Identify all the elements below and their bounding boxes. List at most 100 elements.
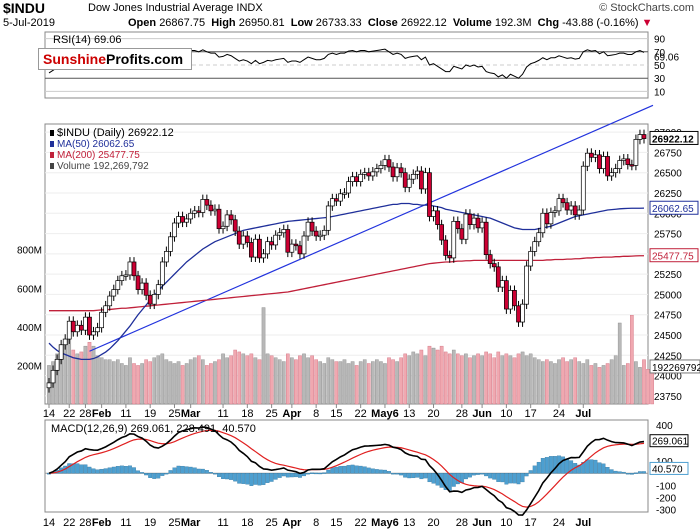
macd-histogram-bar	[107, 467, 112, 474]
volume-bar	[213, 361, 217, 405]
volume-bar	[217, 359, 221, 405]
candle-body	[374, 168, 380, 173]
macd-histogram-bar	[512, 473, 517, 484]
macd-histogram-bar	[160, 473, 165, 476]
price-tag-box	[649, 200, 699, 215]
macd-histogram-bar	[237, 473, 242, 484]
candle-body	[439, 224, 444, 241]
macd-histogram-bar	[200, 468, 205, 474]
volume-bar	[415, 353, 420, 405]
macd-histogram-bar	[152, 473, 157, 479]
x-tick-label-bottom: Jun	[472, 517, 492, 529]
macd-histogram-bar	[423, 473, 428, 479]
candle-body	[584, 152, 590, 167]
volume-bar	[634, 361, 638, 405]
macd-histogram-bar	[642, 471, 646, 474]
candle-body	[536, 232, 542, 243]
volume-bar	[180, 365, 185, 405]
candle-body	[127, 261, 133, 276]
candle-body	[293, 243, 299, 247]
candle-body	[236, 230, 242, 245]
macd-histogram-bar	[415, 473, 420, 478]
volume-bar	[233, 349, 237, 405]
macd-histogram-bar	[233, 473, 238, 482]
macd-histogram-bar	[180, 465, 185, 474]
macd-histogram-bar	[358, 465, 363, 474]
x-tick-label: 11	[120, 408, 131, 420]
macd-histogram-bar	[378, 469, 383, 474]
candle-body	[119, 275, 125, 281]
macd-histogram-bar	[488, 473, 493, 479]
price-tick-label: 26500	[654, 169, 682, 180]
candle-body	[342, 192, 347, 195]
macd-histogram-bar	[391, 473, 395, 475]
volume-tag: 192269792	[652, 363, 700, 374]
candle-body	[253, 238, 258, 258]
volume-bar	[646, 369, 650, 405]
x-tick-label: 25	[265, 408, 277, 420]
macd-histogram-bar	[164, 473, 169, 475]
candle-body	[410, 173, 416, 180]
macd-tick-label: -300	[656, 506, 676, 517]
macd-histogram-bar	[253, 473, 258, 485]
candle-body	[390, 166, 396, 178]
volume-bar	[156, 355, 161, 405]
source-credit[interactable]: © StockCharts.com	[599, 2, 694, 14]
trend-line	[89, 104, 654, 352]
price-tick-label: 26250	[654, 189, 682, 200]
x-tick-label: May6	[371, 408, 399, 420]
macd-histogram-bar	[293, 473, 298, 478]
macd-histogram-bar	[310, 472, 315, 474]
volume-bar	[229, 355, 233, 405]
candle-body	[244, 235, 250, 243]
macd-histogram-bar	[605, 467, 610, 474]
macd-histogram-bar	[168, 470, 173, 474]
x-tick-label-bottom: 22	[355, 517, 367, 529]
macd-histogram-bar	[463, 473, 468, 480]
volume-bar	[621, 365, 626, 405]
macd-histogram-bar	[99, 468, 104, 474]
candle-body	[406, 178, 412, 188]
volume-bar	[225, 357, 229, 405]
macd-histogram-bar	[374, 469, 379, 474]
macd-histogram-bar	[67, 463, 72, 474]
macd-histogram-bar	[123, 466, 128, 474]
macd-histogram-bar	[362, 466, 367, 474]
volume-bar	[569, 359, 573, 405]
candle-body	[431, 210, 436, 217]
candle-body	[216, 208, 222, 230]
candle-body	[580, 165, 586, 211]
x-tick-label-bottom: Apr	[282, 517, 302, 529]
x-tick-label: 10	[500, 408, 512, 420]
volume-bar	[435, 349, 440, 405]
candle-body	[232, 219, 238, 232]
open-label: Open	[128, 17, 157, 29]
volume-bar	[557, 359, 561, 405]
candle-body	[564, 202, 570, 211]
volume-bar	[630, 315, 634, 405]
volume-bar	[172, 363, 177, 405]
candle-body	[548, 212, 554, 225]
candle-body	[301, 235, 307, 255]
candle-body	[188, 212, 194, 220]
volume-bar	[326, 357, 331, 405]
volume-bar	[601, 365, 606, 405]
macd-histogram-bar	[281, 473, 286, 477]
x-tick-label-bottom: 8	[313, 517, 319, 529]
volume-bar	[168, 361, 173, 405]
volume-bar	[617, 322, 622, 405]
x-tick-label: 24	[553, 408, 565, 420]
candle-body	[313, 230, 319, 237]
macd-legend: MACD(12,26,9) 269.061, 228.491, 40.570	[51, 423, 256, 435]
volume-bar	[362, 359, 367, 405]
volume-bar	[399, 357, 403, 405]
volume-tick-label: 600M	[17, 284, 42, 295]
price-panel	[44, 123, 649, 405]
candle-body	[402, 172, 408, 188]
candle-body	[289, 243, 295, 253]
x-tick-label-bottom: 24	[553, 517, 565, 529]
macd-histogram-bar	[532, 465, 537, 474]
macd-histogram-bar	[455, 473, 460, 485]
logo-part2: Profits.com	[106, 51, 184, 67]
